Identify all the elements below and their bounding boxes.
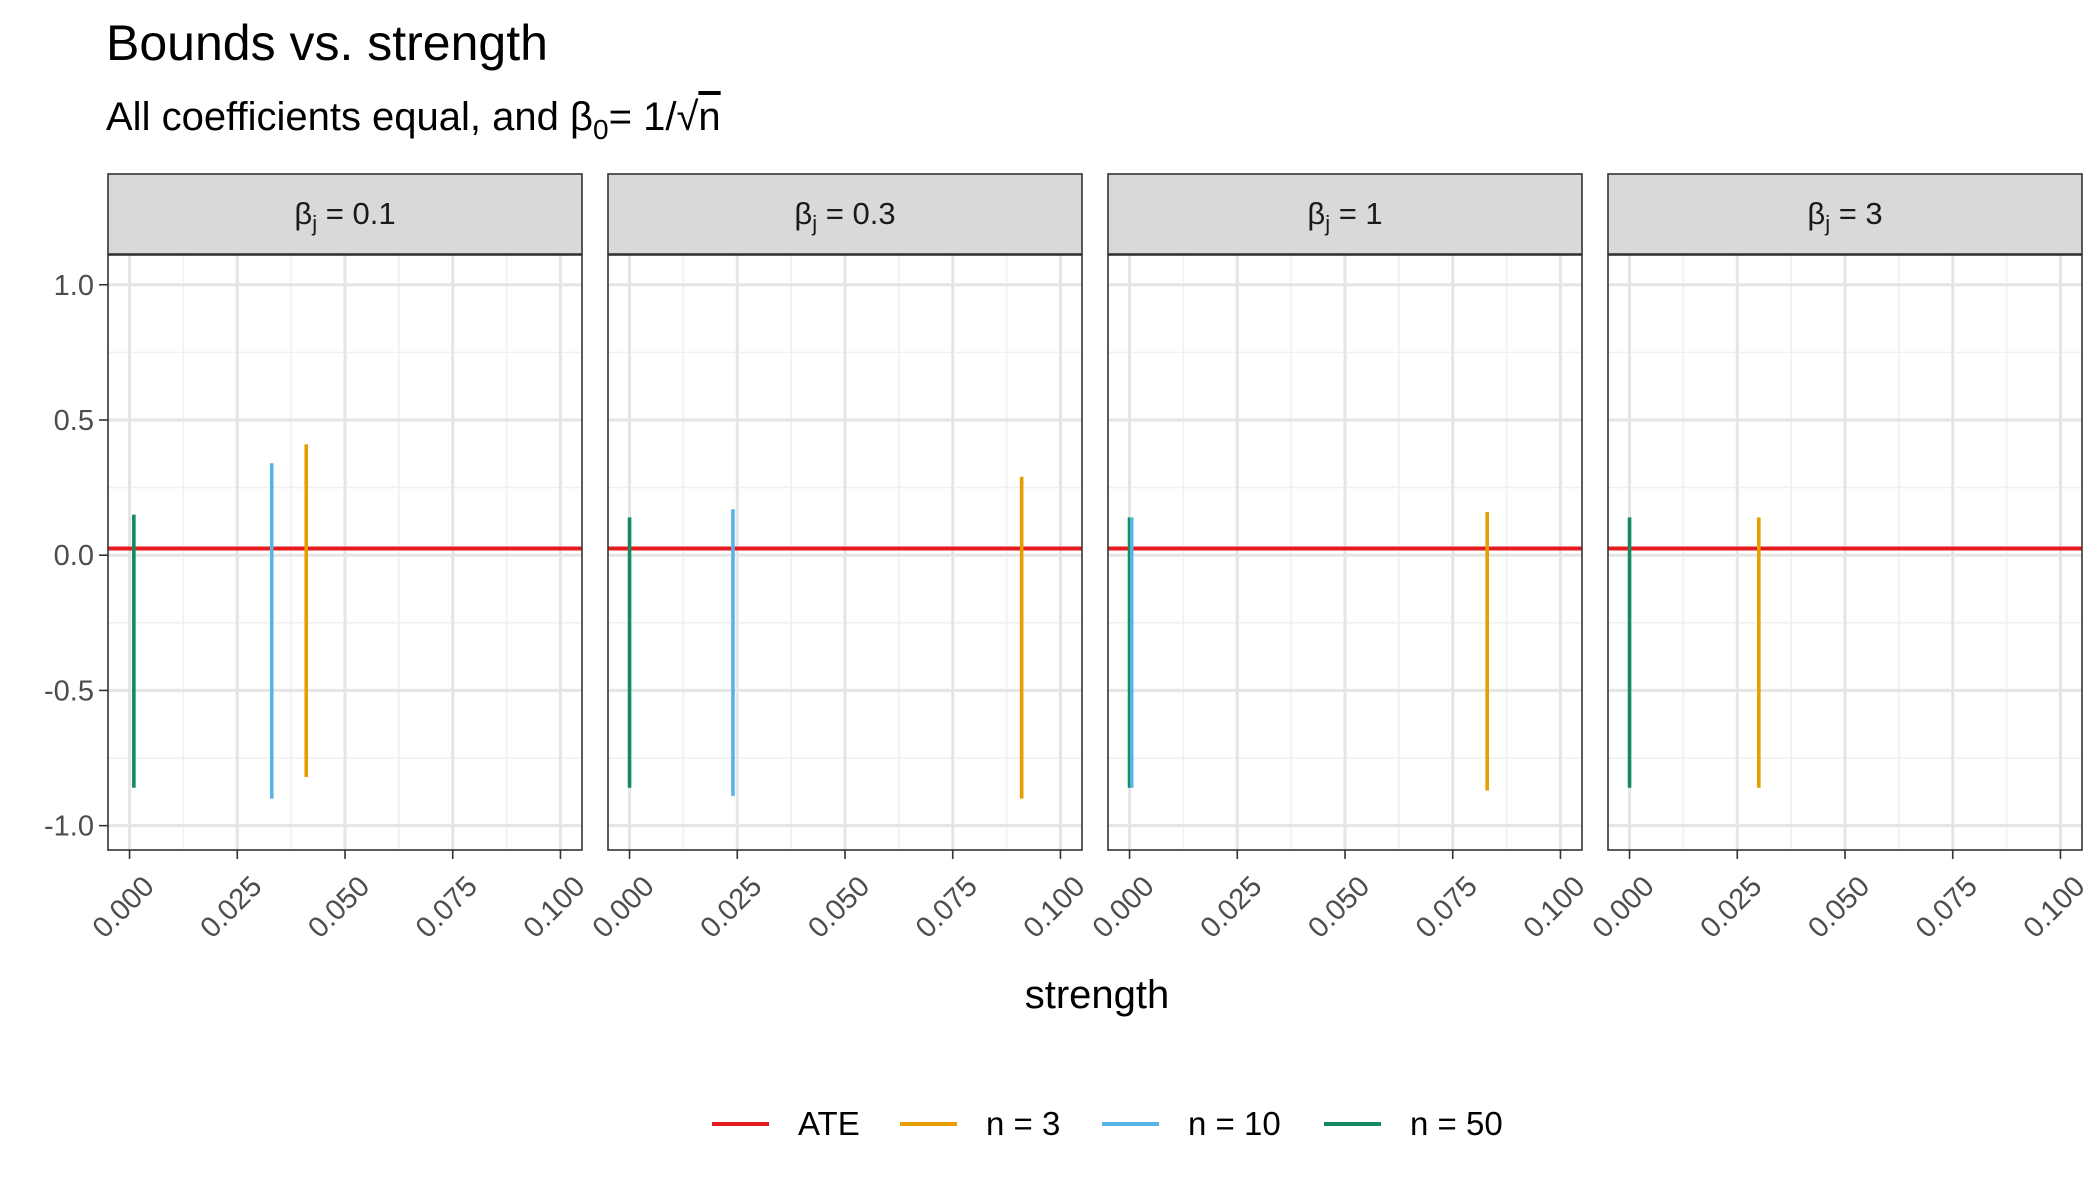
facet-strip-label: βj = 0.3 [794,196,895,236]
x-tick-label: 0.100 [2018,870,2092,944]
x-tick-label: 0.000 [1587,870,1661,944]
facet-strip [1107,173,1583,255]
facet-strip [607,173,1083,255]
y-tick-label: -1.0 [44,811,94,843]
facet-panel: βj = 0.3 0.000 0.025 0.050 0.075 0.100 [587,173,1092,944]
x-tick-label: 0.075 [410,870,484,944]
y-tick-label: 0.0 [54,540,94,572]
facet-panel: βj = 1 0.000 0.025 0.050 0.075 0.100 [1087,173,1592,944]
facet-panel: βj = 3 0.000 0.025 0.050 0.075 0.100 [1587,173,2092,944]
x-tick-label: 0.075 [910,870,984,944]
x-axis-title: strength [1025,973,1170,1017]
x-tick-label: 0.100 [1518,870,1592,944]
legend-label: n = 50 [1410,1105,1503,1142]
facet-strip-label: βj = 1 [1307,196,1382,236]
y-tick-label: -0.5 [44,675,94,707]
x-tick-label: 0.075 [1910,870,1984,944]
y-tick-label: 0.5 [54,405,94,437]
facet-strip [1607,173,2083,255]
facet-strip-label: βj = 0.1 [294,196,395,236]
x-tick-label: 0.025 [1694,870,1768,944]
x-tick-label: 0.025 [1194,870,1268,944]
legend-label: n = 10 [1188,1105,1281,1142]
x-tick-label: 0.025 [194,870,268,944]
legend-item: n = 50 [1324,1105,1503,1142]
legend-label: ATE [798,1105,860,1142]
x-tick-label: 0.050 [802,870,876,944]
x-tick-label: 0.075 [1410,870,1484,944]
x-tick-label: 0.000 [87,870,161,944]
x-tick-label: 0.100 [1018,870,1092,944]
y-axis: 1.0 0.5 0.0 -0.5 -1.0 [44,270,108,843]
x-tick-label: 0.050 [302,870,376,944]
y-tick-label: 1.0 [54,270,94,302]
x-tick-label: 0.025 [694,870,768,944]
chart-title: Bounds vs. strength [106,15,548,71]
legend: ATE n = 3 n = 10 n = 50 [712,1105,1503,1142]
x-tick-label: 0.000 [587,870,661,944]
x-tick-label: 0.000 [1087,870,1161,944]
legend-item: n = 3 [900,1105,1060,1142]
facet-strip-label: βj = 3 [1807,196,1882,236]
chart-subtitle: All coefficients equal, and β0= 1/√n [106,95,721,145]
x-tick-label: 0.050 [1802,870,1876,944]
facet-panel: βj = 0.1 0.000 0.025 0.050 0.075 0.100 [87,173,592,944]
legend-item: n = 10 [1102,1105,1281,1142]
legend-item: ATE [712,1105,860,1142]
facet-strip [107,173,583,255]
legend-label: n = 3 [986,1105,1060,1142]
x-tick-label: 0.050 [1302,870,1376,944]
x-tick-label: 0.100 [518,870,592,944]
